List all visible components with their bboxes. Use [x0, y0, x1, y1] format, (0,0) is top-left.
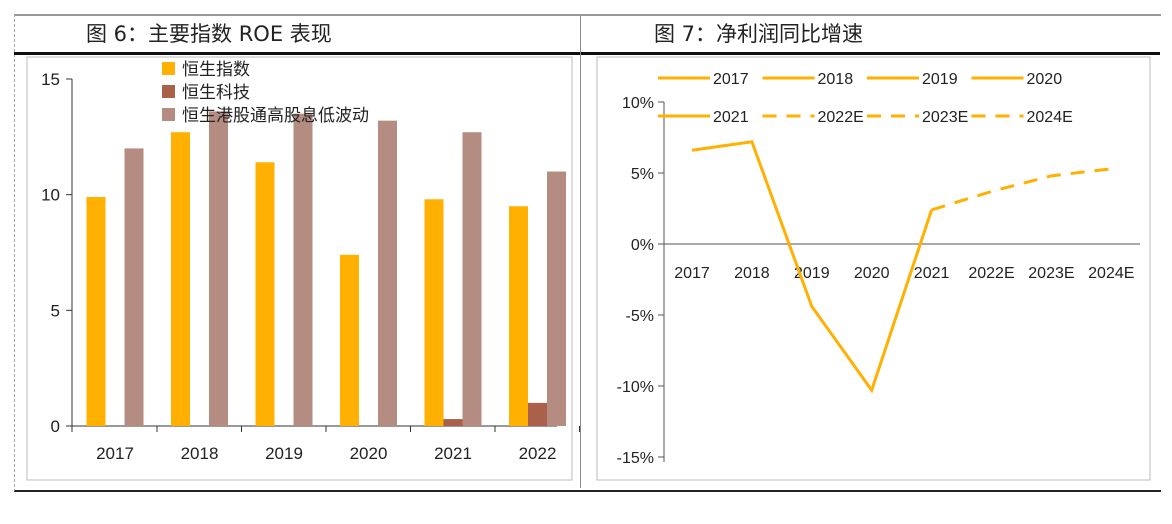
- bar: [171, 132, 190, 426]
- bar: [443, 419, 463, 426]
- legend-label: 2020: [1027, 71, 1063, 88]
- y-tick-label: 5%: [631, 166, 654, 183]
- x-tick-label: 2017: [96, 444, 134, 463]
- bar: [528, 402, 547, 426]
- y-tick-label: 10: [41, 186, 60, 205]
- figure-frame: [14, 14, 1161, 492]
- figure-7-title: 图 7：净利润同比增速: [654, 22, 864, 46]
- divider: [580, 16, 581, 488]
- x-tick-label: 2023E: [1028, 265, 1074, 282]
- legend-label: 2022E: [818, 109, 864, 126]
- legend-label: 2017: [713, 71, 749, 88]
- x-tick-label: 2022: [519, 444, 557, 463]
- bar: [424, 199, 444, 426]
- legend-swatch: [162, 108, 175, 121]
- bar: [378, 120, 397, 426]
- legend-label: 2018: [818, 71, 854, 88]
- title-bar: [14, 16, 1160, 55]
- series-line-forecast: [931, 167, 1112, 212]
- legend-swatch: [162, 85, 175, 98]
- x-tick-label: 2022E: [968, 265, 1014, 282]
- x-tick-label: 2018: [181, 444, 219, 463]
- bar: [124, 148, 144, 426]
- bar: [509, 206, 528, 426]
- bar: [547, 171, 566, 426]
- y-tick-label: 0: [51, 417, 60, 436]
- y-tick-label: -10%: [617, 379, 654, 396]
- bar: [255, 162, 275, 426]
- y-tick-label: 10%: [622, 95, 654, 112]
- legend-label: 恒生科技: [182, 83, 250, 103]
- bar: [340, 254, 359, 426]
- y-tick-label: 5: [51, 301, 60, 320]
- legend-label: 2023E: [922, 109, 968, 126]
- x-tick-label: 2021: [434, 444, 472, 463]
- bar: [462, 132, 482, 426]
- bar: [293, 113, 313, 426]
- legend-label: 2019: [922, 71, 958, 88]
- panel-left: [26, 56, 573, 481]
- y-tick-label: -15%: [617, 450, 654, 467]
- x-tick-label: 2020: [350, 444, 388, 463]
- y-tick-label: 15: [41, 70, 60, 89]
- legend-label: 2024E: [1027, 109, 1073, 126]
- figure-6-title: 图 6：主要指数 ROE 表现: [86, 22, 332, 46]
- panel-right: [596, 56, 1151, 481]
- legend-swatch: [162, 62, 175, 75]
- legend-label: 恒生指数: [182, 60, 250, 80]
- x-tick-label: 2024E: [1088, 265, 1134, 282]
- legend-label: 2021: [713, 109, 749, 126]
- y-tick-label: -5%: [626, 308, 654, 325]
- x-tick-label: 2019: [265, 444, 303, 463]
- x-tick-label: 2017: [674, 265, 710, 282]
- bar: [209, 111, 228, 427]
- bar: [86, 196, 106, 426]
- x-tick-label: 2018: [734, 265, 770, 282]
- x-tick-label: 2021: [914, 265, 950, 282]
- legend-label: 恒生港股通高股息低波动: [182, 106, 369, 126]
- y-tick-label: 0%: [631, 237, 654, 254]
- x-tick-label: 2020: [854, 265, 890, 282]
